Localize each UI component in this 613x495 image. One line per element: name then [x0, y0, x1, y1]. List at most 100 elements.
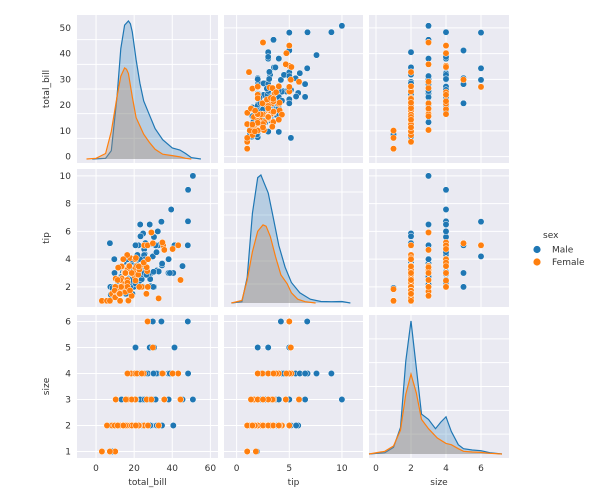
point-female [254, 94, 262, 102]
point-female [287, 63, 295, 71]
point-female [106, 448, 114, 455]
point-female [442, 283, 450, 291]
point-male [132, 344, 139, 351]
point-female [270, 370, 277, 377]
point-female [407, 68, 415, 76]
point-male [425, 118, 432, 126]
point-female [442, 277, 450, 285]
point-male [189, 172, 197, 180]
point-female [117, 283, 125, 291]
point-female [407, 262, 415, 270]
ytick-total_bill: 40 [60, 50, 72, 60]
xtick-total_bill: 20 [128, 464, 140, 474]
point-female [259, 39, 267, 46]
point-female [425, 105, 432, 113]
point-female [407, 269, 415, 277]
ytick-size: 5 [65, 344, 71, 354]
point-female [285, 83, 293, 91]
ylabel-total_bill: total_bill [42, 70, 52, 108]
point-male [425, 72, 432, 80]
point-female [282, 396, 290, 403]
kde-line-female [231, 224, 316, 304]
point-male [313, 51, 320, 59]
point-female [243, 134, 251, 142]
point-female [103, 422, 111, 429]
point-female [119, 422, 127, 429]
point-female [390, 285, 397, 293]
point-female [252, 448, 260, 455]
point-female [114, 264, 122, 272]
kde-line-male [92, 20, 201, 160]
point-female [407, 241, 415, 249]
point-female [259, 396, 267, 403]
xlabel-total_bill: total_bill [128, 478, 166, 488]
point-male [407, 232, 415, 240]
point-female [425, 126, 432, 134]
point-male [425, 221, 432, 228]
point-male [460, 283, 467, 291]
xtick-size: 4 [443, 464, 449, 474]
point-female [407, 116, 415, 124]
point-male [304, 28, 311, 36]
point-female [144, 255, 152, 263]
ytick-total_bill: 0 [65, 153, 71, 163]
point-female [268, 123, 276, 131]
point-male [407, 48, 415, 56]
point-female [128, 269, 136, 277]
point-female [160, 246, 168, 254]
point-male [154, 227, 162, 235]
kde-fill-female [86, 67, 192, 159]
point-female [149, 239, 157, 247]
point-female [425, 263, 432, 271]
point-female [124, 370, 131, 377]
xtick-size: 0 [373, 464, 379, 474]
point-male [158, 260, 166, 268]
point-female [135, 283, 143, 291]
point-male [296, 69, 304, 77]
point-male [442, 206, 450, 213]
point-female [460, 239, 467, 247]
ytick-size: 4 [65, 370, 71, 380]
point-male [327, 370, 335, 377]
point-female [285, 42, 293, 50]
kde-fill-male [92, 21, 201, 159]
point-female [270, 108, 277, 116]
point-male [264, 53, 272, 61]
point-female [112, 396, 120, 403]
point-male [157, 318, 165, 325]
point-male [184, 370, 192, 377]
point-male [338, 396, 346, 403]
point-female [169, 245, 177, 253]
point-female [477, 83, 485, 91]
point-female [258, 99, 266, 107]
panel-tip-vs-size [369, 169, 509, 307]
point-male [265, 75, 273, 83]
point-male [301, 396, 309, 403]
point-female [144, 283, 152, 291]
legend-label-male: Male [552, 246, 574, 256]
point-female [287, 76, 295, 84]
point-female [407, 123, 415, 131]
point-female [282, 370, 290, 377]
ytick-tip: 8 [65, 200, 71, 210]
point-female [425, 78, 432, 86]
panel-size-vs-total_bill [77, 315, 218, 458]
point-male [442, 221, 450, 228]
point-male [275, 55, 283, 63]
point-female [276, 99, 284, 107]
point-female [275, 422, 283, 429]
kde-line-female [368, 371, 503, 455]
point-male [270, 36, 277, 44]
ytick-total_bill: 30 [60, 75, 72, 85]
point-female [477, 241, 485, 249]
point-male [442, 28, 450, 36]
ytick-size: 2 [65, 422, 71, 432]
point-female [407, 82, 415, 90]
panel-total_bill-vs-tip [224, 15, 363, 163]
point-female [254, 370, 262, 377]
point-male [169, 422, 177, 429]
point-male [327, 28, 335, 36]
point-female [98, 448, 106, 455]
kde-line-male [231, 174, 351, 304]
kde-fill-female [369, 374, 502, 454]
